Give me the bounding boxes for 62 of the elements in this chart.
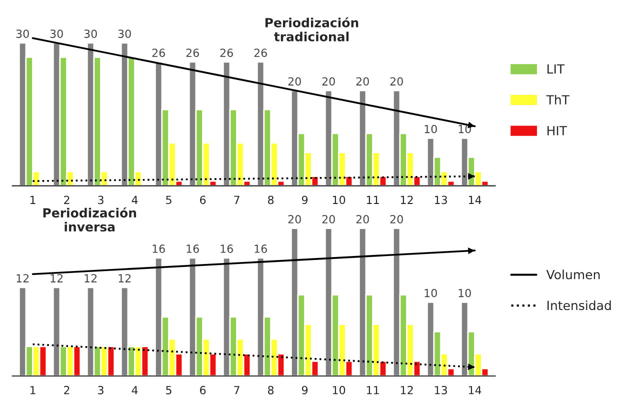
- x-tick-label: 4: [132, 386, 138, 394]
- data-label: 26: [254, 48, 267, 58]
- data-label: 10: [424, 124, 437, 134]
- x-tick-label: 9: [302, 196, 308, 204]
- x-tick-label: 3: [98, 386, 104, 394]
- x-tick-label: 10: [332, 196, 346, 204]
- data-label: 30: [16, 30, 29, 38]
- legend-label: LIT: [548, 64, 565, 74]
- annotation: Periodización tradicional: [265, 17, 358, 42]
- data-label: 16: [254, 244, 267, 253]
- x-tick-label: 7: [234, 386, 240, 394]
- data-label: 16: [186, 244, 199, 253]
- data-label: 10: [458, 288, 471, 298]
- data-label: 20: [322, 77, 335, 86]
- data-label: 12: [84, 274, 97, 282]
- x-tick-label: 7: [234, 196, 240, 204]
- data-label: 20: [390, 215, 403, 224]
- x-tick-label: 5: [166, 196, 172, 204]
- annotation: Periodización inversa: [43, 207, 136, 232]
- x-tick-label: 14: [468, 386, 482, 394]
- x-tick-label: 11: [366, 196, 379, 204]
- legend-label: Intensidad: [548, 300, 611, 310]
- x-tick-label: 9: [302, 386, 308, 394]
- data-label: 20: [356, 77, 369, 86]
- x-tick-label: 5: [166, 386, 172, 394]
- data-label: 26: [186, 48, 199, 58]
- data-label: 12: [118, 274, 131, 282]
- x-tick-label: 8: [268, 196, 274, 204]
- x-tick-label: 8: [268, 386, 274, 394]
- x-tick-label: 10: [332, 386, 346, 394]
- data-label: 20: [390, 77, 403, 86]
- data-label: 26: [152, 48, 165, 58]
- x-tick-label: 2: [64, 196, 70, 204]
- data-label: 16: [220, 244, 233, 253]
- data-label: 20: [356, 215, 369, 224]
- x-tick-label: 13: [434, 196, 447, 204]
- x-tick-label: 1: [30, 196, 36, 204]
- legend-label: HIT: [548, 126, 568, 136]
- legend-label: Volumen: [546, 270, 600, 280]
- data-label: 12: [50, 274, 63, 282]
- data-label: 30: [118, 30, 131, 38]
- data-label: 30: [50, 30, 63, 38]
- x-tick-label: 2: [64, 386, 70, 394]
- x-tick-label: 1: [30, 386, 36, 394]
- x-tick-label: 12: [400, 386, 413, 394]
- data-label: 12: [16, 274, 29, 282]
- data-label: 30: [84, 30, 97, 38]
- x-tick-label: 12: [400, 196, 413, 204]
- x-tick-label: 3: [98, 196, 104, 204]
- data-label: 20: [288, 215, 301, 224]
- data-label: 26: [220, 48, 233, 58]
- x-tick-label: 14: [468, 196, 482, 204]
- x-tick-label: 6: [200, 386, 206, 394]
- data-label: 16: [152, 244, 165, 253]
- data-label: 20: [322, 215, 335, 224]
- data-label: 10: [424, 288, 437, 298]
- data-label: 20: [288, 77, 301, 86]
- x-tick-label: 13: [434, 386, 447, 394]
- x-tick-label: 4: [132, 196, 138, 204]
- x-tick-label: 6: [200, 196, 206, 204]
- legend-label: ThT: [546, 94, 570, 104]
- x-tick-label: 11: [366, 386, 379, 394]
